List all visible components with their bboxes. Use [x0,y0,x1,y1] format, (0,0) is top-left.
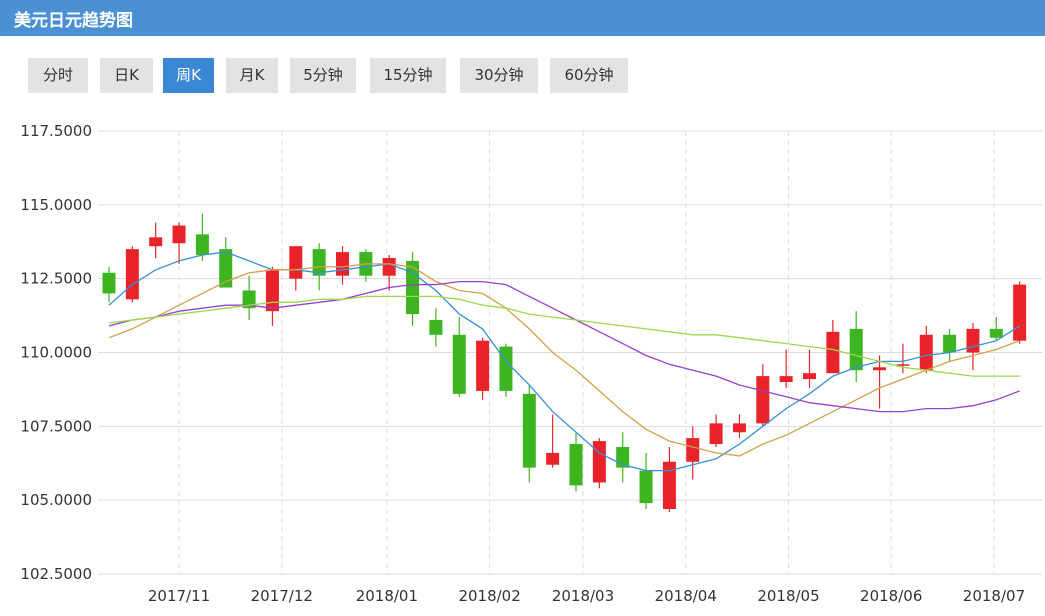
candle-body [499,346,513,391]
candle-body [943,334,957,353]
x-tick-label: 2018/06 [860,587,922,605]
candle-body [686,438,700,462]
y-tick-label: 112.5000 [20,270,92,288]
tab-15分钟[interactable]: 15分钟 [370,58,446,93]
y-tick-label: 105.0000 [20,491,92,509]
candle-body [756,376,770,424]
y-tick-label: 115.0000 [20,196,92,214]
candle-body [406,260,420,315]
candle-body [522,393,536,468]
candle-body [312,249,326,276]
x-tick-label: 2018/04 [655,587,717,605]
candle-body [102,272,116,294]
candle-body [289,246,303,279]
chart-title: 美元日元趋势图 [14,11,133,31]
candle-body [919,334,933,371]
candle-body [569,444,583,486]
candle-body [336,252,349,276]
candle-body [732,423,746,433]
candle-body [779,376,793,383]
moving-average-line-3 [108,280,1020,413]
tab-日K[interactable]: 日K [100,58,153,93]
candle-body [265,269,279,312]
tab-60分钟[interactable]: 60分钟 [550,58,628,93]
candle-body [242,290,256,309]
y-tick-label: 107.5000 [20,417,92,435]
x-tick-label: 2018/07 [963,587,1025,605]
candle-body [849,328,863,371]
x-tick-label: 2017/11 [148,587,210,605]
candle-body [639,470,653,504]
candle-body [803,373,816,380]
tab-月K[interactable]: 月K [226,58,278,93]
candle-body [1013,284,1027,341]
candle-body [195,234,209,256]
candle-body [966,328,980,353]
title-bar: 美元日元趋势图 [0,0,1045,36]
candle-body [172,225,186,244]
candle-body [873,367,887,371]
candle-body [476,340,490,391]
candle-body [896,364,910,366]
candle-body [149,237,163,247]
tab-5分钟[interactable]: 5分钟 [290,58,356,93]
moving-average-line-1 [108,251,1021,472]
candle-body [382,257,396,276]
candle-body [826,331,840,374]
tab-分时[interactable]: 分时 [28,58,88,93]
x-tick-label: 2018/01 [356,587,418,605]
tab-周K[interactable]: 周K [163,58,214,93]
period-tabs: 分时 日K 周K 月K 5分钟 15分钟 30分钟 60分钟 [0,0,1045,120]
y-tick-label: 117.5000 [20,122,92,140]
candle-body [452,334,466,394]
candle-body [546,452,560,465]
moving-average-line-2 [108,263,1020,457]
x-tick-label: 2017/12 [251,587,313,605]
candle-body [125,249,139,300]
candle-body [662,461,676,510]
candle-body [592,441,606,483]
y-tick-label: 102.5000 [20,565,92,583]
candle-body [219,249,233,288]
tab-30分钟[interactable]: 30分钟 [460,58,538,93]
candle-body [709,423,723,445]
candle-body [429,320,443,335]
y-tick-label: 110.0000 [20,344,92,362]
x-tick-label: 2018/05 [757,587,819,605]
moving-average-line-4 [108,295,1020,377]
x-tick-label: 2018/03 [552,587,614,605]
candle-body [989,328,1003,338]
x-tick-label: 2018/02 [458,587,520,605]
